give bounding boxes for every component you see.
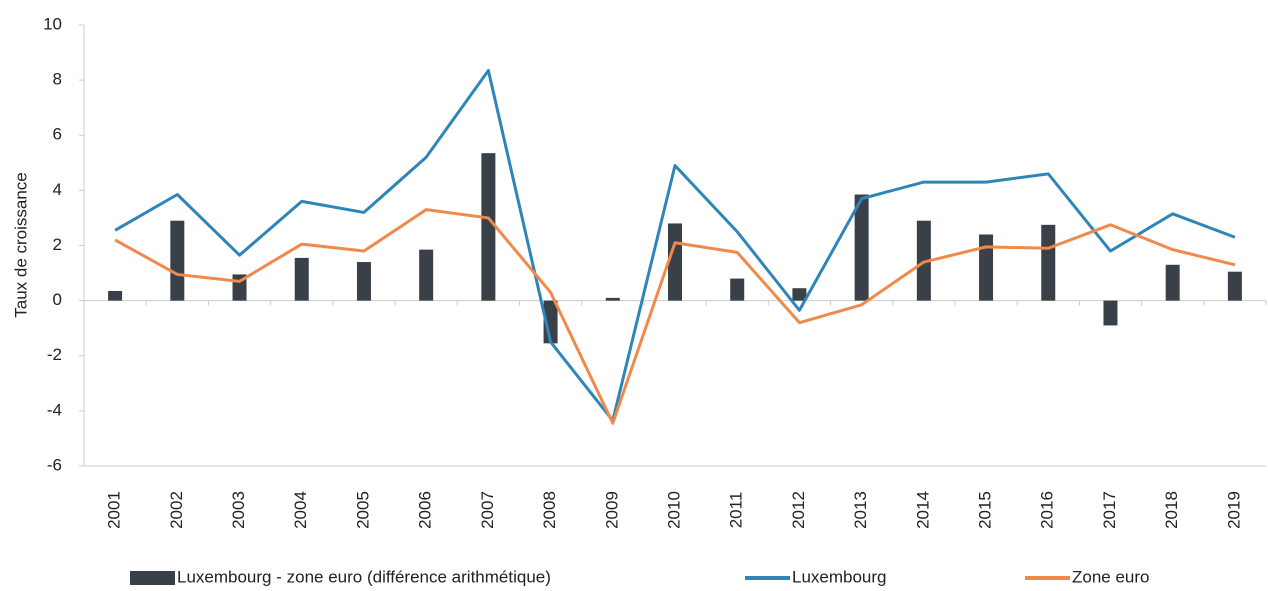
x-tick-label: 2014: [913, 491, 932, 529]
x-tick-label: 2015: [976, 491, 995, 529]
legend-label: Luxembourg - zone euro (différence arith…: [177, 567, 551, 586]
x-tick-label: 2001: [105, 491, 124, 529]
x-tick-label: 2019: [1224, 491, 1243, 529]
bar: [481, 153, 496, 301]
x-tick-label: 2012: [789, 491, 808, 529]
x-tick-label: 2009: [602, 491, 621, 529]
bar: [1103, 300, 1118, 326]
x-tick-label: 2007: [478, 491, 497, 529]
bar: [854, 194, 869, 301]
bar: [1227, 271, 1242, 301]
x-tick-label: 2013: [851, 491, 870, 529]
line: [114, 68, 1236, 423]
bar: [979, 234, 994, 301]
bar: [668, 223, 682, 301]
y-tick-label: -4: [47, 400, 62, 419]
bar: [730, 278, 745, 301]
x-tick-label: 2010: [664, 491, 683, 529]
x-tick-label: 2016: [1038, 491, 1057, 529]
x-tick-label: 2005: [353, 491, 372, 529]
y-tick-label: 2: [53, 235, 62, 254]
y-tick-label: 10: [43, 14, 62, 33]
x-tick-label: 2003: [229, 491, 248, 529]
bar: [1165, 264, 1180, 301]
bar: [356, 262, 371, 301]
y-tick-label: 4: [53, 180, 62, 199]
bar: [170, 220, 185, 301]
y-tick-label: -6: [47, 455, 62, 474]
x-tick-label: 2011: [727, 492, 746, 529]
bar: [605, 297, 620, 301]
y-axis-label: Taux de croissance: [11, 172, 30, 318]
bar: [1041, 224, 1056, 301]
bar: [294, 257, 309, 301]
legend-swatch: [130, 571, 175, 585]
line: [114, 208, 1236, 425]
x-tick-label: 2008: [540, 491, 559, 529]
x-tick-label: 2018: [1162, 491, 1181, 529]
x-tick-label: 2006: [416, 491, 435, 529]
y-tick-label: 0: [53, 290, 62, 309]
bar: [792, 288, 807, 301]
x-tick-label: 2002: [167, 491, 186, 529]
bar: [108, 290, 123, 301]
y-tick-label: 8: [53, 70, 62, 89]
bar: [419, 249, 434, 301]
x-tick-label: 2017: [1100, 491, 1119, 529]
x-tick-label: 2004: [291, 491, 310, 529]
legend-label: Luxembourg: [792, 567, 887, 586]
legend-label: Zone euro: [1072, 567, 1150, 586]
y-tick-label: 6: [53, 125, 62, 144]
y-tick-label: -2: [47, 345, 62, 364]
